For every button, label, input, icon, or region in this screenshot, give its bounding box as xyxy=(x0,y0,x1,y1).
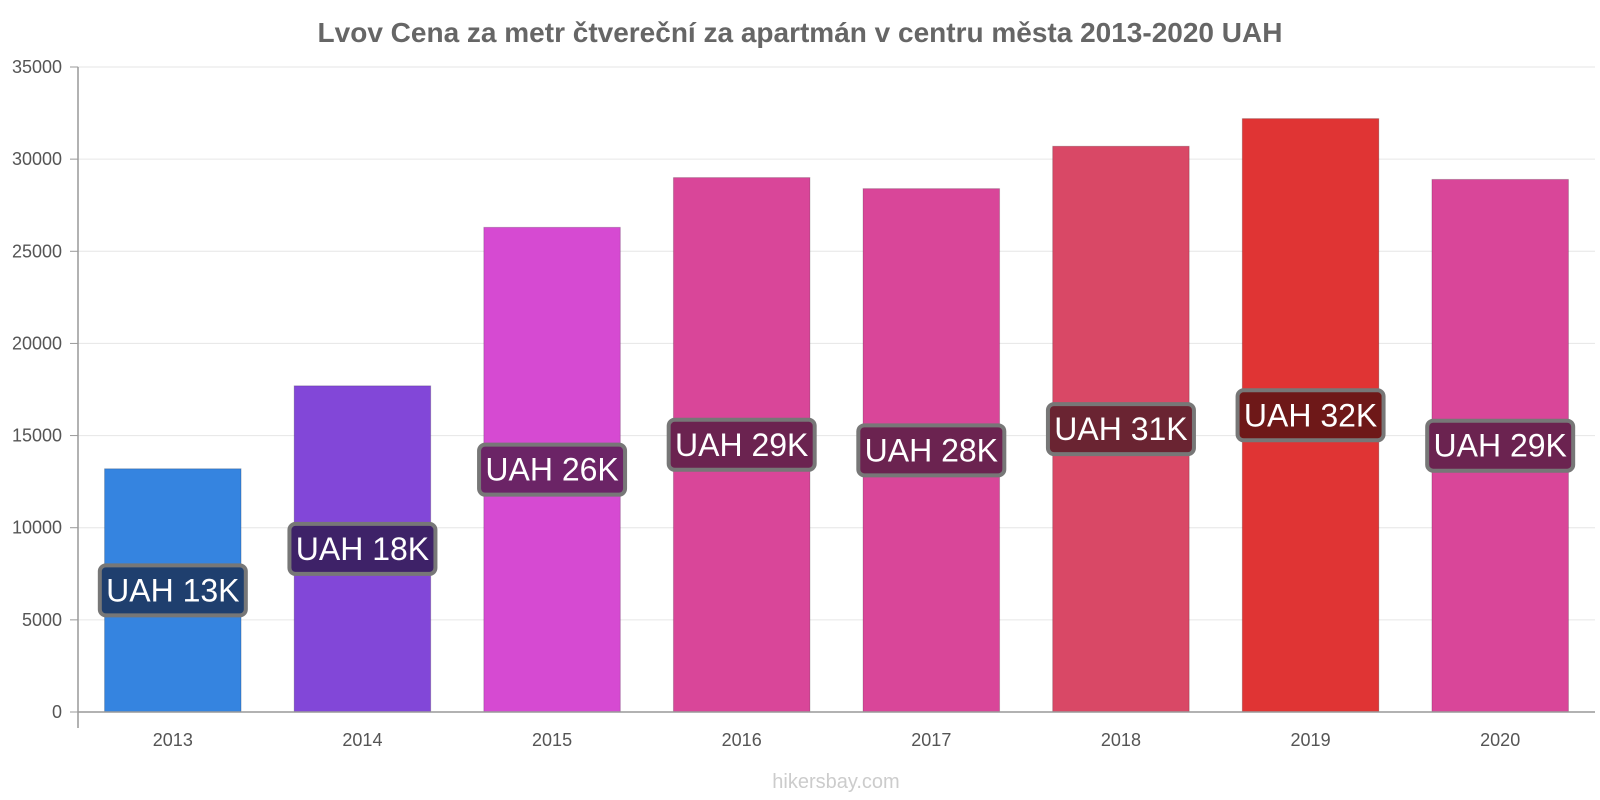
y-tick-label: 10000 xyxy=(12,518,62,538)
y-axis: 0 5000 10000 15000 20000 25000 30000 35000 xyxy=(12,57,79,728)
x-tick-label: 2014 xyxy=(342,730,382,750)
credit-text[interactable]: hikersbay.com xyxy=(772,771,899,793)
x-tick-label: 2013 xyxy=(153,730,193,750)
y-tick-label: 25000 xyxy=(12,241,62,261)
y-tick-label: 0 xyxy=(52,702,62,722)
data-label: UAH 31K xyxy=(1054,411,1187,447)
y-tick-label: 35000 xyxy=(12,57,62,77)
data-label-box xyxy=(856,423,1007,478)
data-label-box xyxy=(666,417,817,472)
x-axis: 2013 2014 2015 2016 2017 2018 2019 2020 xyxy=(78,711,1595,750)
data-label-box xyxy=(1235,388,1386,443)
y-tick-label: 5000 xyxy=(22,610,62,630)
x-tick-label: 2019 xyxy=(1291,730,1331,750)
y-tick-label: 15000 xyxy=(12,426,62,446)
x-tick-label: 2018 xyxy=(1101,730,1141,750)
data-label-box xyxy=(477,442,628,497)
y-tick-label: 30000 xyxy=(12,149,62,169)
y-tick-label: 20000 xyxy=(12,333,62,353)
data-label-box xyxy=(1045,402,1196,457)
x-tick-label: 2020 xyxy=(1480,730,1520,750)
data-labels: UAH 13K UAH 18K UAH 26K UAH 29K UAH 28K UAH 3… xyxy=(97,388,1576,618)
data-label-box xyxy=(1425,418,1576,473)
data-label-box xyxy=(287,521,438,576)
data-label: UAH 13K xyxy=(106,572,239,608)
x-tick-label: 2017 xyxy=(911,730,951,750)
data-label: UAH 18K xyxy=(296,531,429,567)
data-label: UAH 32K xyxy=(1244,397,1377,433)
data-label: UAH 26K xyxy=(485,452,618,488)
data-label: UAH 28K xyxy=(865,432,998,468)
data-label-box xyxy=(97,563,248,618)
x-tick-label: 2016 xyxy=(722,730,762,750)
chart-title: Lvov Cena za metr čtvereční za apartmán … xyxy=(318,17,1283,48)
data-label: UAH 29K xyxy=(675,427,808,463)
x-tick-label: 2015 xyxy=(532,730,572,750)
data-label: UAH 29K xyxy=(1433,428,1566,464)
